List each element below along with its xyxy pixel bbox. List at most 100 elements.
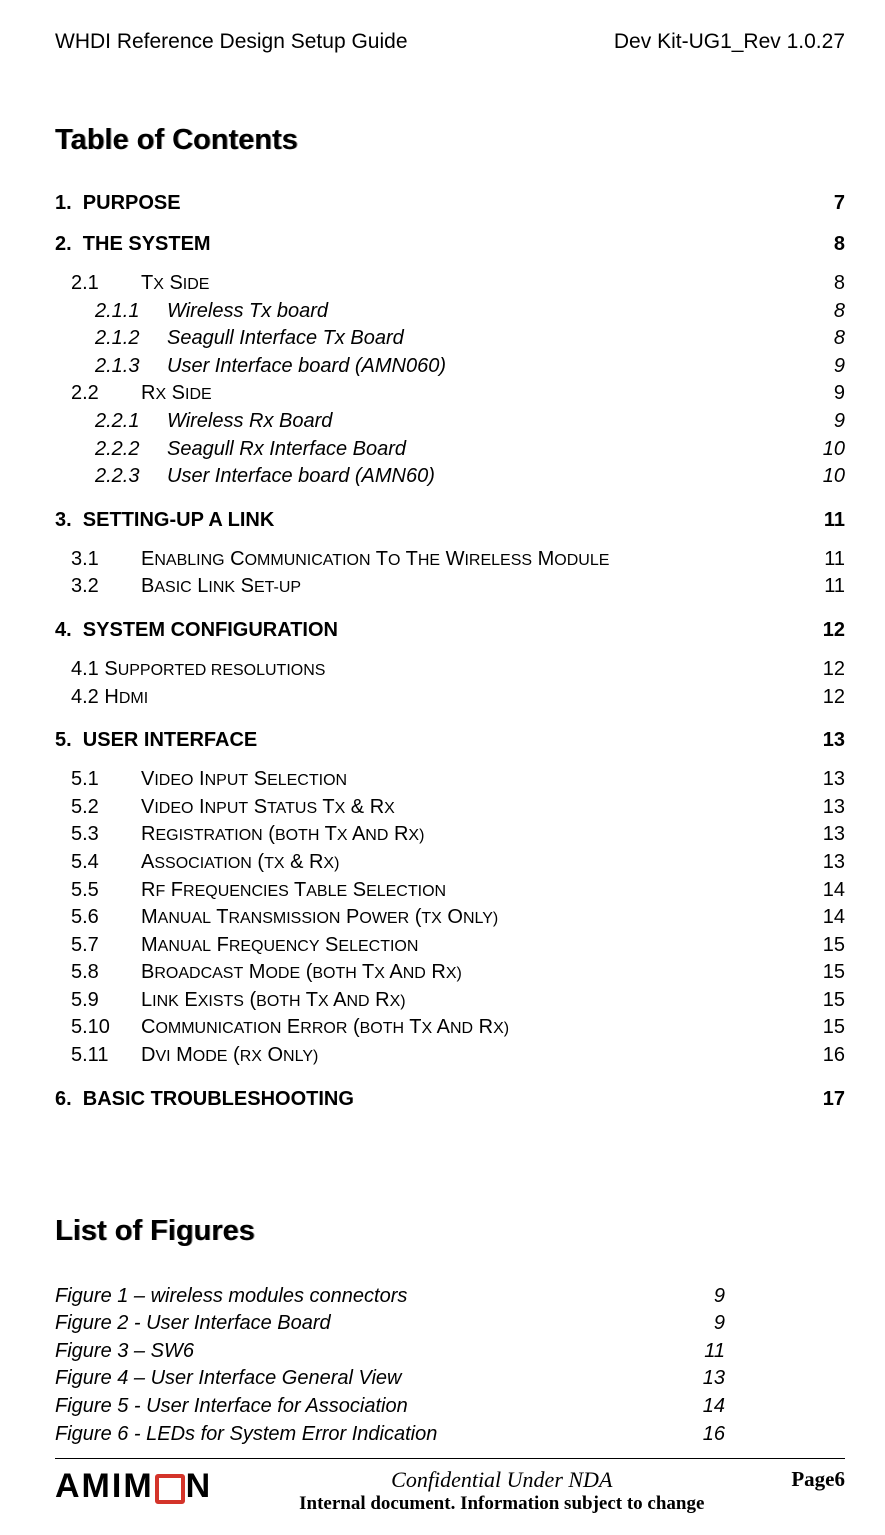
toc-page: 13 [823,766,845,794]
figure-page: 14 [685,1393,725,1421]
toc-entry: 4. SYSTEM CONFIGURATION 12 [55,619,845,642]
toc-page: 10 [823,463,845,491]
toc-page: 12 [823,656,845,684]
page-header: WHDI Reference Design Setup Guide Dev Ki… [55,30,845,54]
toc-page: 7 [834,192,845,215]
toc-entry: 2.1TX SIDE8 [71,270,845,298]
toc-label: 2.1.2Seagull Interface Tx Board [95,325,404,353]
figure-label: Figure 1 – wireless modules connectors [55,1283,685,1311]
toc-label: 4. SYSTEM CONFIGURATION [55,619,338,642]
toc-label: 5. USER INTERFACE [55,729,257,752]
toc-label: 5.4ASSOCIATION (TX & RX) [71,849,339,877]
toc-entry: 5.10COMMUNICATION ERROR (BOTH TX AND RX)… [71,1014,845,1042]
toc-label: 2.1TX SIDE [71,270,209,298]
figure-page: 13 [685,1365,725,1393]
figure-label: Figure 3 – SW6 [55,1338,685,1366]
toc-page: 14 [823,877,845,905]
figure-label: Figure 5 - User Interface for Associatio… [55,1393,685,1421]
toc-page: 13 [823,794,845,822]
toc-label: 2.2RX SIDE [71,380,212,408]
toc-entry: 1. PURPOSE7 [55,192,845,215]
toc-label: 5.11DVI MODE (RX ONLY) [71,1042,318,1070]
toc-page: 15 [823,959,845,987]
figure-label: Figure 4 – User Interface General View [55,1365,685,1393]
toc-page: 15 [823,987,845,1015]
figure-entry: Figure 6 - LEDs for System Error Indicat… [55,1421,845,1449]
toc-entry: 3.2BASIC LINK SET-UP 11 [71,573,845,601]
toc-page: 8 [834,325,845,353]
toc-label: 2.1.1Wireless Tx board [95,298,328,326]
toc-label: 2.2.3User Interface board (AMN60) [95,463,435,491]
logo-text-b: N [186,1467,213,1506]
figures-title: List of Figures [55,1215,845,1248]
header-left: WHDI Reference Design Setup Guide [55,30,408,54]
toc-page: 15 [823,932,845,960]
toc-label: 5.10COMMUNICATION ERROR (BOTH TX AND RX) [71,1014,509,1042]
toc-label: 5.5RF FREQUENCIES TABLE SELECTION [71,877,446,905]
toc-entry: 2.1.3User Interface board (AMN060)9 [95,353,845,381]
toc-entry: 5.9LINK EXISTS (BOTH TX AND RX) 15 [71,987,845,1015]
toc-entry: 5.1VIDEO INPUT SELECTION 13 [71,766,845,794]
toc-page: 12 [823,684,845,712]
toc-label: 5.3REGISTRATION (BOTH TX AND RX) [71,821,424,849]
toc-entry: 4.2 HDMI12 [71,684,845,712]
header-right: Dev Kit-UG1_Rev 1.0.27 [614,30,845,54]
toc-page: 9 [834,353,845,381]
internal-text: Internal document. Information subject t… [212,1493,791,1515]
logo-text-a: AMIM [55,1467,154,1506]
toc-page: 8 [834,298,845,326]
toc-page: 9 [834,408,845,436]
toc-title: Table of Contents [55,124,845,157]
toc-page: 12 [823,619,845,642]
toc-page: 11 [824,509,845,532]
toc-entry: 3.1ENABLING COMMUNICATION TO THE WIRELES… [71,546,845,574]
page-number: Page6 [791,1467,845,1492]
toc-label: 3.1ENABLING COMMUNICATION TO THE WIRELES… [71,546,609,574]
toc-entry: 5.5RF FREQUENCIES TABLE SELECTION 14 [71,877,845,905]
figures-container: Figure 1 – wireless modules connectors9F… [55,1283,845,1449]
toc-label: 4.1 SUPPORTED RESOLUTIONS [71,656,325,684]
toc-container: 1. PURPOSE72. THE SYSTEM82.1TX SIDE82.1.… [55,192,845,1111]
toc-label: 3. SETTING-UP A LINK [55,509,274,532]
toc-entry: 2.2RX SIDE9 [71,380,845,408]
toc-entry: 5.2VIDEO INPUT STATUS TX & RX 13 [71,794,845,822]
figure-page: 9 [685,1283,725,1311]
figure-entry: Figure 5 - User Interface for Associatio… [55,1393,845,1421]
toc-label: 5.7MANUAL FREQUENCY SELECTION [71,932,418,960]
toc-label: 2. THE SYSTEM [55,233,211,256]
toc-page: 13 [823,821,845,849]
toc-page: 13 [823,729,845,752]
figure-page: 9 [685,1310,725,1338]
toc-entry: 3. SETTING-UP A LINK 11 [55,509,845,532]
footer-center: Confidential Under NDA Internal document… [212,1467,791,1515]
toc-page: 17 [823,1088,845,1111]
toc-entry: 2.2.2Seagull Rx Interface Board10 [95,436,845,464]
toc-entry: 5.3REGISTRATION (BOTH TX AND RX) 13 [71,821,845,849]
toc-entry: 2.2.1Wireless Rx Board9 [95,408,845,436]
toc-entry: 4.1 SUPPORTED RESOLUTIONS 12 [71,656,845,684]
toc-page: 15 [823,1014,845,1042]
toc-entry: 5.7MANUAL FREQUENCY SELECTION 15 [71,932,845,960]
toc-label: 2.2.2Seagull Rx Interface Board [95,436,406,464]
toc-entry: 5. USER INTERFACE 13 [55,729,845,752]
figure-entry: Figure 3 – SW611 [55,1338,845,1366]
toc-entry: 2.2.3User Interface board (AMN60) 10 [95,463,845,491]
footer-divider [55,1458,845,1459]
toc-page: 8 [834,233,845,256]
toc-label: 6. BASIC TROUBLESHOOTING [55,1088,354,1111]
toc-page: 11 [824,573,845,601]
figure-entry: Figure 4 – User Interface General View13 [55,1365,845,1393]
figure-label: Figure 6 - LEDs for System Error Indicat… [55,1421,685,1449]
toc-page: 14 [823,904,845,932]
toc-label: 3.2BASIC LINK SET-UP [71,573,301,601]
logo-square-icon [155,1474,185,1504]
toc-label: 5.8BROADCAST MODE (BOTH TX AND RX) [71,959,462,987]
toc-entry: 5.6MANUAL TRANSMISSION POWER (TX ONLY)14 [71,904,845,932]
toc-page: 11 [824,546,845,574]
figure-page: 11 [685,1338,725,1366]
figure-label: Figure 2 - User Interface Board [55,1310,685,1338]
toc-label: 5.2VIDEO INPUT STATUS TX & RX [71,794,395,822]
toc-entry: 2.1.1Wireless Tx board 8 [95,298,845,326]
toc-label: 5.1VIDEO INPUT SELECTION [71,766,347,794]
toc-label: 5.9LINK EXISTS (BOTH TX AND RX) [71,987,406,1015]
